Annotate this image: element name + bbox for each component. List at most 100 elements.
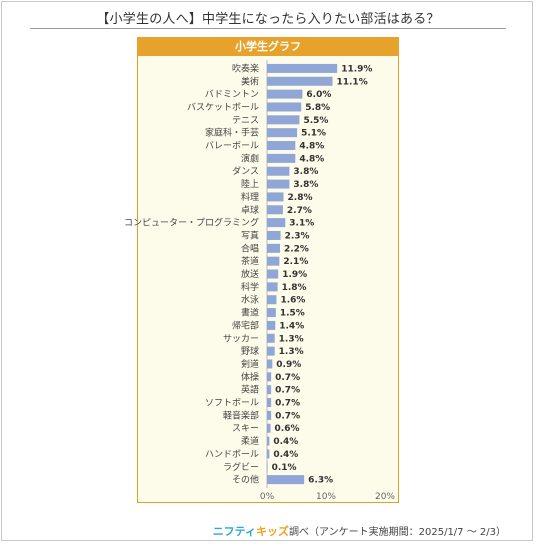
category-label: 野球 — [241, 345, 259, 357]
brand-logo-part1: ニフティ — [212, 525, 257, 538]
brand-logo-part2: キッズ — [256, 525, 290, 538]
category-label: 放送 — [241, 268, 259, 280]
bar — [267, 449, 270, 459]
bar — [267, 218, 286, 228]
bar — [267, 423, 271, 433]
value-label: 0.7% — [275, 411, 300, 421]
bar — [267, 115, 300, 125]
bar — [267, 410, 272, 420]
bar — [267, 359, 273, 369]
bar — [267, 102, 302, 112]
value-label: 2.2% — [284, 244, 309, 254]
category-label: サッカー — [223, 333, 259, 344]
value-label: 2.3% — [285, 231, 310, 241]
value-label: 0.7% — [275, 399, 300, 409]
value-label: 5.5% — [303, 116, 328, 126]
category-label: スキー — [232, 424, 259, 434]
value-label: 4.8% — [299, 154, 324, 164]
category-label: コンピューター・プログラミング — [124, 217, 259, 229]
bar — [267, 153, 296, 163]
value-label: 5.8% — [305, 103, 330, 113]
category-label: バドミントン — [205, 89, 259, 100]
value-label: 1.5% — [280, 309, 305, 319]
category-label: テニス — [232, 115, 259, 126]
value-label: 3.8% — [293, 167, 318, 177]
category-label: 柔道 — [241, 435, 259, 447]
value-label: 3.1% — [289, 219, 314, 229]
category-label: 卓球 — [241, 204, 259, 216]
bar — [267, 192, 284, 202]
category-label: 美術 — [241, 75, 259, 87]
category-label: 帰宅部 — [232, 319, 259, 331]
value-label: 0.4% — [273, 437, 298, 447]
category-label: 料理 — [241, 191, 259, 203]
category-label: 体操 — [241, 371, 259, 383]
category-label: バスケットボール — [187, 102, 259, 113]
chart-title: 小学生グラフ — [137, 37, 399, 56]
value-label: 6.0% — [306, 90, 331, 100]
x-tick-label: 20% — [375, 492, 395, 502]
value-label: 2.1% — [283, 257, 308, 267]
value-label: 0.6% — [275, 424, 300, 434]
value-label: 0.9% — [276, 360, 301, 370]
category-label: ソフトボール — [205, 398, 259, 409]
bar — [267, 475, 305, 485]
bar — [267, 436, 270, 446]
bar — [267, 269, 279, 279]
category-label: 吹奏楽 — [232, 62, 259, 74]
value-label: 1.8% — [282, 283, 307, 293]
bar — [267, 308, 276, 318]
bar — [267, 243, 280, 253]
title-divider — [30, 28, 506, 29]
bar — [267, 462, 268, 472]
page-title: 【小学生の人へ】中学生になったら入りたい部活はある？ — [96, 12, 440, 27]
bar — [267, 256, 280, 266]
value-label: 0.7% — [275, 386, 300, 396]
category-label: その他 — [232, 474, 259, 486]
value-label: 5.1% — [301, 129, 326, 139]
category-label: 茶道 — [241, 255, 259, 267]
category-label: 科学 — [241, 281, 259, 293]
category-label: 書道 — [241, 307, 259, 319]
bar — [267, 385, 272, 395]
category-label: ハンドボール — [205, 449, 259, 460]
value-label: 1.4% — [279, 321, 304, 331]
value-label: 0.4% — [273, 450, 298, 460]
value-label: 3.8% — [293, 180, 318, 190]
bar — [267, 89, 303, 99]
bar — [267, 128, 298, 138]
bar — [267, 141, 296, 151]
bar — [267, 76, 333, 86]
category-label: ダンス — [232, 165, 259, 177]
value-label: 6.3% — [308, 476, 333, 486]
value-label: 11.1% — [336, 77, 367, 87]
value-label: 0.1% — [272, 463, 297, 473]
value-label: 2.8% — [288, 193, 313, 203]
bar — [267, 63, 338, 73]
category-label: バレーボール — [205, 141, 259, 152]
value-label: 1.6% — [280, 296, 305, 306]
value-label: 1.3% — [279, 334, 304, 344]
bar — [267, 282, 278, 292]
bar — [267, 166, 290, 176]
category-label: 剣道 — [241, 358, 259, 370]
bar — [267, 295, 277, 305]
category-label: 陸上 — [241, 178, 259, 190]
bar — [267, 179, 290, 189]
category-label: 演劇 — [241, 152, 259, 164]
value-label: 1.3% — [279, 347, 304, 357]
value-label: 4.8% — [299, 142, 324, 152]
value-label: 2.7% — [287, 206, 312, 216]
bar — [267, 333, 275, 343]
bar — [267, 205, 283, 215]
value-label: 0.7% — [275, 373, 300, 383]
bar — [267, 320, 276, 330]
category-label: 水泳 — [241, 294, 259, 306]
x-tick-label: 0% — [260, 492, 275, 502]
category-label: ラグビー — [223, 461, 259, 473]
x-tick-label: 10% — [316, 492, 336, 502]
bar — [267, 372, 272, 382]
category-label: 合唱 — [241, 242, 259, 254]
category-label: 英語 — [241, 384, 259, 396]
